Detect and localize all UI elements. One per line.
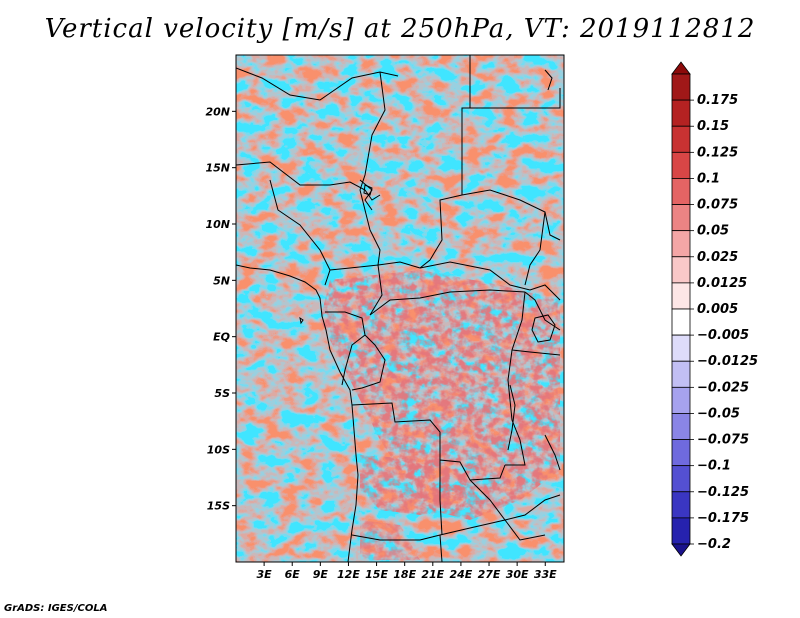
border-chad-sudan <box>419 194 463 269</box>
lat-tick-label: EQ <box>213 331 230 344</box>
colorbar-label: 0.15 <box>697 119 729 134</box>
colorbar-label: −0.175 <box>697 511 749 526</box>
colorbar-cell <box>671 151 691 179</box>
border-tanganyika-lake <box>507 384 516 451</box>
colorbar-label: −0.025 <box>697 380 749 395</box>
colorbar-cell <box>671 386 691 414</box>
colorbar-label: −0.1 <box>697 459 731 474</box>
colorbar-cell <box>671 491 691 519</box>
border-zambia <box>469 479 561 521</box>
border-egypt-sudan <box>470 88 561 109</box>
red-zone-congo-basin <box>320 270 560 520</box>
colorbar-label: −0.0125 <box>697 354 758 369</box>
border-drc-east <box>505 291 526 466</box>
border-lake-chad <box>363 184 373 196</box>
border-chad-car <box>359 189 421 269</box>
border-red-sea <box>544 69 553 91</box>
border-malawi <box>544 434 561 471</box>
colorbar-label: −0.2 <box>697 537 731 552</box>
lat-tick-label: 15N <box>205 162 230 175</box>
border-libya-egypt <box>461 55 471 195</box>
lat-tick-label: 5N <box>213 274 230 287</box>
colorbar-cell <box>671 439 691 467</box>
colorbar-cell <box>671 465 691 493</box>
colorbar-cell <box>671 308 691 336</box>
political-boundaries <box>236 55 561 562</box>
colorbar-label: 0.125 <box>697 145 738 160</box>
border-angola-zambia <box>439 460 443 536</box>
colorbar-cell <box>671 204 691 232</box>
border-tanzania <box>511 349 561 356</box>
border-namibia-botswana <box>439 534 443 562</box>
longitude-axis: 3E 6E 9E 12E 15E 18E 21E 24E 27E 30E 33E <box>257 562 557 581</box>
colorbar-cell <box>671 360 691 388</box>
colorbar-label: −0.125 <box>697 485 749 500</box>
colorbar-label: −0.005 <box>697 328 749 343</box>
border-sudan-south-sudan <box>461 189 561 241</box>
border-sahel <box>236 161 381 201</box>
lat-tick-label: 5S <box>214 387 230 400</box>
colorbar-label: 0.025 <box>697 250 738 265</box>
lat-tick-label: 10S <box>207 443 230 456</box>
chart-title: Vertical velocity [m/s] at 250hPa, VT: 2… <box>44 14 756 44</box>
colorbar-cells <box>671 61 694 557</box>
colorbar-label: 0.1 <box>697 171 720 186</box>
colorbar-label: −0.05 <box>697 406 740 421</box>
lat-tick-label: 15S <box>207 500 230 513</box>
lat-tick-label: 20N <box>205 105 230 118</box>
lon-tick-label: 15E <box>365 568 388 581</box>
colorbar-bottom-arrow <box>671 543 691 557</box>
lon-tick-label: 18E <box>393 568 416 581</box>
border-south-sudan <box>419 261 561 301</box>
border-uganda-kenya <box>524 291 561 331</box>
border-guinea-bight-islands <box>299 316 304 325</box>
map-frame <box>235 54 565 563</box>
lon-tick-label: 3E <box>257 568 273 581</box>
lon-tick-label: 21E <box>421 568 444 581</box>
lon-tick-label: 33E <box>534 568 557 581</box>
colorbar-cell <box>671 282 691 310</box>
lon-tick-label: 24E <box>450 568 473 581</box>
border-cameroon-car <box>329 264 383 316</box>
border-congo-drc <box>351 334 386 391</box>
colorbar-label: 0.05 <box>697 224 729 239</box>
colorbar-cell <box>671 99 691 127</box>
border-nigeria-cameroon <box>269 179 331 286</box>
colorbar-cell <box>671 413 691 440</box>
colorbar-cell <box>671 125 691 153</box>
colorbar-cell <box>671 517 691 545</box>
colorbar-label: 0.175 <box>697 93 738 108</box>
border-zimbabwe <box>504 519 546 541</box>
colorbar-labels: 0.175 0.15 0.125 0.1 0.075 0.05 0.025 0.0125 0.0… <box>697 93 758 552</box>
colorbar-label: −0.075 <box>697 433 749 448</box>
velocity-field <box>236 55 564 562</box>
red-zone-angola <box>360 455 470 515</box>
border-ethiopia <box>524 211 546 286</box>
lon-tick-label: 12E <box>337 568 360 581</box>
colorbar-top-arrow <box>671 61 691 75</box>
colorbar-label: 0.075 <box>697 198 738 213</box>
colorbar-cell <box>671 230 691 258</box>
lon-tick-label: 30E <box>506 568 529 581</box>
border-lake-victoria <box>531 314 556 343</box>
grads-credit: GrADS: IGES/COLA <box>4 603 108 614</box>
colorbar-cell <box>671 256 691 284</box>
lat-tick-label: 10N <box>205 218 230 231</box>
border-niger-chad <box>359 71 386 191</box>
colorbar-cell <box>671 178 691 205</box>
colorbar-label: 0.0125 <box>697 276 747 291</box>
lon-tick-label: 6E <box>285 568 301 581</box>
colorbar-cell <box>671 73 691 101</box>
lon-tick-label: 9E <box>313 568 329 581</box>
latitude-axis: 20N 15N 10N 5N EQ 5S 10S 15S <box>205 105 236 513</box>
colorbar-cell <box>671 334 691 362</box>
colorbar-label: 0.005 <box>697 302 738 317</box>
border-car-drc <box>369 289 526 316</box>
coastline-west-africa <box>236 264 359 562</box>
border-angola-namibia <box>351 519 506 541</box>
border-drc-angola <box>351 402 506 481</box>
lon-tick-label: 27E <box>478 568 501 581</box>
